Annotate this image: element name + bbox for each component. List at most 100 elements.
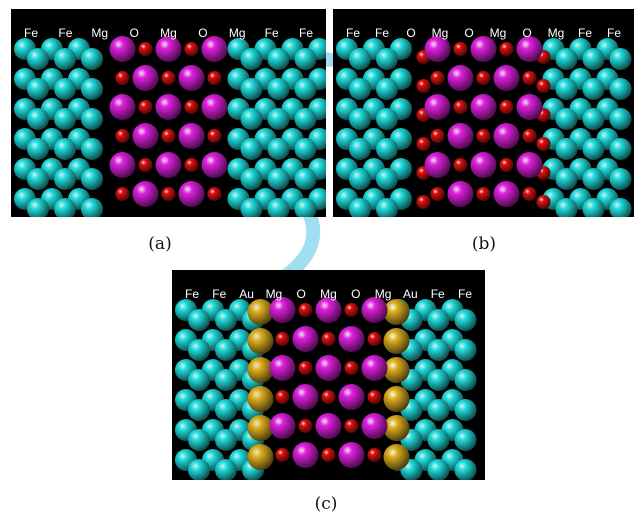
mg-atom: [424, 152, 451, 178]
mg-atom: [155, 94, 182, 120]
fe-atom: [454, 429, 477, 451]
mg-atom: [315, 297, 342, 323]
o-atom: [476, 187, 491, 201]
fe-atom: [349, 108, 371, 130]
au-atom: [383, 386, 410, 412]
atom-label-o: O: [129, 26, 138, 40]
au-atom: [383, 357, 410, 383]
o-atom-interface: [416, 79, 431, 93]
o-atom: [184, 158, 199, 172]
mg-atom: [361, 297, 388, 323]
mg-atom: [338, 384, 365, 410]
fe-atom: [454, 339, 477, 361]
o-atom: [298, 361, 313, 375]
mg-atom: [292, 326, 319, 352]
mg-atom: [516, 94, 543, 120]
fe-atom: [267, 168, 290, 190]
fe-atom: [267, 108, 290, 130]
atom-label-fe: Fe: [431, 287, 445, 301]
au-atom: [247, 299, 274, 325]
atom-label-o: O: [297, 287, 306, 301]
o-atom: [184, 42, 199, 56]
fe-atom: [427, 399, 450, 421]
atom-label-mg: Mg: [375, 287, 392, 301]
o-atom: [115, 129, 130, 143]
fe-atom: [81, 168, 103, 190]
atom-label-o: O: [406, 26, 415, 40]
fe-atom: [349, 48, 371, 70]
fe-atom: [215, 429, 237, 451]
mg-atom: [493, 123, 520, 149]
fe-atom: [427, 459, 450, 480]
o-atom: [453, 42, 468, 56]
atom-label-mg: Mg: [432, 26, 449, 40]
o-atom: [499, 158, 514, 172]
fe-atom: [427, 339, 450, 361]
atom-label-fe: Fe: [212, 287, 226, 301]
o-atom: [184, 100, 199, 114]
fe-atom: [427, 309, 450, 331]
fe-atom: [555, 138, 578, 160]
fe-atom: [454, 459, 477, 480]
o-atom: [298, 303, 313, 317]
fe-atom: [454, 399, 477, 421]
mg-atom: [338, 442, 365, 468]
o-atom-interface: [416, 137, 431, 151]
fe-atom: [81, 198, 103, 217]
panel-a-image: Fe Fe Mg O Mg O Mg Fe Fe: [11, 9, 326, 217]
mg-atom: [292, 442, 319, 468]
mg-atom: [447, 65, 474, 91]
atom-label-fe: Fe: [375, 26, 389, 40]
mg-atom: [269, 355, 296, 381]
o-atom-interface: [536, 195, 551, 209]
mg-atom: [470, 36, 497, 62]
fe-atom: [27, 168, 49, 190]
fe-atom: [81, 48, 103, 70]
au-atom: [247, 444, 274, 470]
fe-atom: [349, 138, 371, 160]
o-atom: [161, 71, 176, 85]
atom-label-mg: Mg: [490, 26, 507, 40]
fe-atom: [27, 78, 49, 100]
mg-atom: [338, 326, 365, 352]
o-atom: [522, 71, 537, 85]
o-atom: [161, 187, 176, 201]
fe-atom: [188, 309, 210, 331]
fe-atom: [240, 198, 263, 217]
fe-atom: [349, 78, 371, 100]
au-atom: [247, 386, 274, 412]
o-atom: [207, 129, 222, 143]
atom-label-mg: Mg: [266, 287, 283, 301]
atom-label-mg: Mg: [320, 287, 337, 301]
fe-atom: [582, 168, 605, 190]
fe-atom: [294, 168, 317, 190]
mg-atom: [132, 181, 159, 207]
fe-atom: [240, 78, 263, 100]
caption-b: (b): [471, 234, 497, 254]
o-atom: [138, 158, 153, 172]
fe-atom: [54, 168, 76, 190]
o-atom: [367, 448, 382, 462]
o-atom: [522, 129, 537, 143]
o-atom: [367, 332, 382, 346]
fe-atom: [27, 138, 49, 160]
fe-atom: [609, 138, 632, 160]
fe-atom: [240, 138, 263, 160]
fe-atom: [267, 198, 290, 217]
mg-atom: [470, 152, 497, 178]
o-atom: [207, 71, 222, 85]
mg-atom: [493, 65, 520, 91]
fe-atom: [215, 339, 237, 361]
fe-atom: [609, 48, 632, 70]
fe-atom: [582, 78, 605, 100]
mg-atom: [516, 152, 543, 178]
o-atom: [138, 100, 153, 114]
mg-atom: [361, 355, 388, 381]
o-atom: [321, 332, 336, 346]
fe-atom: [215, 369, 237, 391]
o-atom-interface: [536, 79, 551, 93]
panel-c-image: Fe Fe Au Mg O Mg O Mg Au Fe Fe: [172, 270, 485, 480]
o-atom: [367, 390, 382, 404]
fe-atom: [555, 168, 578, 190]
fe-atom: [376, 168, 398, 190]
